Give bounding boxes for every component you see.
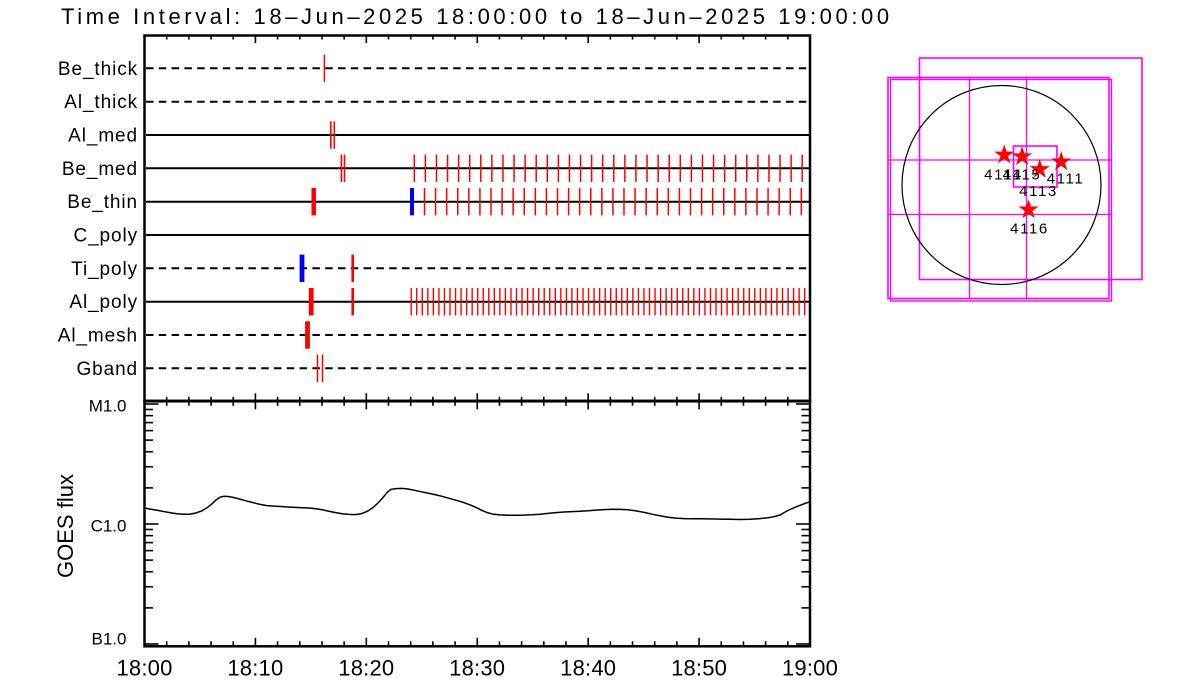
- svg-text:Al_med: Al_med: [68, 126, 138, 147]
- svg-text:Time Interval: 18–Jun–2025 18:: Time Interval: 18–Jun–2025 18:00:00 to 1…: [61, 4, 893, 29]
- svg-text:19:00: 19:00: [782, 656, 838, 681]
- svg-text:Be_med: Be_med: [62, 159, 138, 180]
- svg-text:4111: 4111: [1047, 171, 1085, 188]
- svg-text:18:40: 18:40: [560, 656, 616, 681]
- svg-text:Al_thick: Al_thick: [64, 92, 138, 113]
- svg-text:Al_mesh: Al_mesh: [58, 326, 138, 347]
- svg-text:18:00: 18:00: [116, 656, 172, 681]
- svg-text:18:20: 18:20: [338, 656, 394, 681]
- svg-text:18:10: 18:10: [227, 656, 283, 681]
- svg-text:18:30: 18:30: [449, 656, 505, 681]
- svg-text:M1.0: M1.0: [89, 397, 127, 416]
- svg-text:4116: 4116: [1010, 220, 1049, 237]
- svg-text:GOES flux: GOES flux: [53, 474, 78, 578]
- svg-text:Al_poly: Al_poly: [69, 292, 138, 313]
- svg-text:Be_thin: Be_thin: [67, 192, 138, 213]
- svg-text:B1.0: B1.0: [92, 630, 127, 649]
- svg-text:C_poly: C_poly: [73, 226, 138, 247]
- svg-text:C1.0: C1.0: [91, 517, 127, 536]
- svg-text:4115: 4115: [1003, 167, 1042, 184]
- svg-text:Gband: Gband: [76, 359, 138, 380]
- svg-text:18:50: 18:50: [671, 656, 727, 681]
- svg-text:4113: 4113: [1019, 183, 1058, 200]
- svg-text:Ti_poly: Ti_poly: [71, 259, 138, 280]
- svg-text:Be_thick: Be_thick: [58, 59, 138, 80]
- svg-text:4114: 4114: [984, 167, 1023, 184]
